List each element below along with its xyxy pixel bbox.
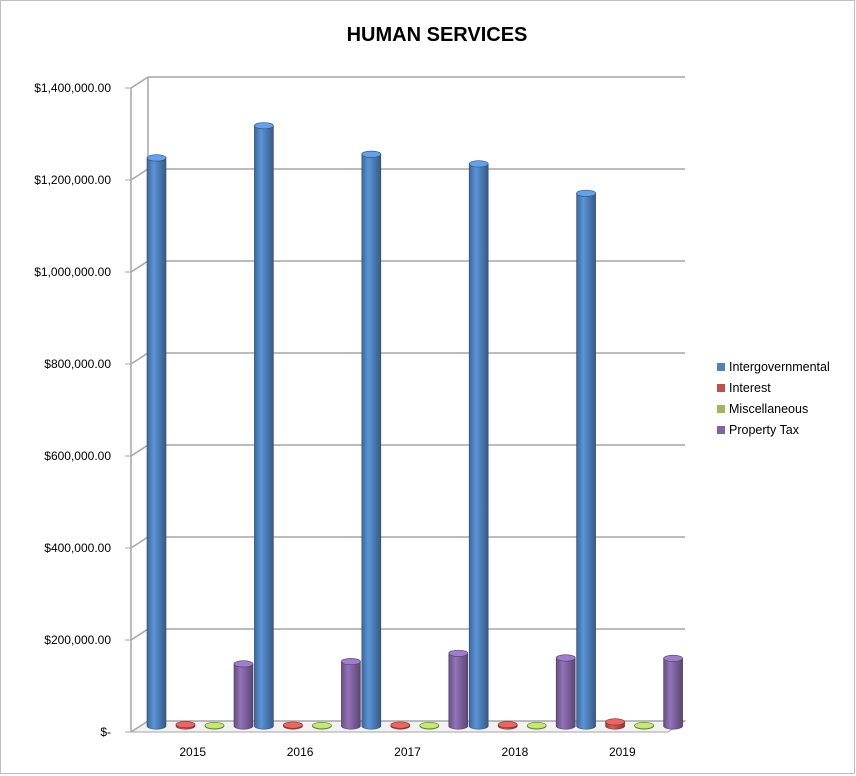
bar-intergovernmental-2019 <box>576 189 596 730</box>
legend-label: Intergovernmental <box>729 360 830 374</box>
gridline-side <box>130 168 149 181</box>
bar-body <box>468 163 489 730</box>
legend-label: Property Tax <box>729 423 800 437</box>
y-tick-label: $1,400,000.00 <box>34 81 111 95</box>
bar-top <box>175 721 196 729</box>
legend: Intergovernmental Interest Miscellaneous Pr… <box>717 360 830 437</box>
bar-miscellaneous-2019 <box>634 722 654 730</box>
bar-body <box>448 653 469 730</box>
gridline-side <box>130 352 149 365</box>
bar-intergovernmental-2017 <box>361 150 382 730</box>
bar-top <box>146 154 167 162</box>
x-tick-label-2016: 2016 <box>287 745 314 759</box>
legend-item-miscellaneous: Miscellaneous <box>717 402 808 416</box>
bar-top <box>312 722 332 730</box>
legend-swatch <box>717 384 725 392</box>
bar-top <box>341 658 361 666</box>
x-axis-tick-labels: 2015 2016 2017 2018 2019 <box>179 745 636 759</box>
gridline-side <box>130 720 149 733</box>
y-tick-label: $- <box>100 725 111 739</box>
bar-top <box>361 150 382 158</box>
bar-intergovernmental-2015 <box>146 154 167 730</box>
bar-top <box>468 160 489 168</box>
bar-top <box>555 654 576 662</box>
bar-top <box>497 721 518 729</box>
bar-top <box>526 722 547 730</box>
bar-property-tax-2015 <box>233 660 254 730</box>
bar-property-tax-2017 <box>448 649 469 730</box>
x-tick-label-2019: 2019 <box>609 745 636 759</box>
bar-top <box>390 721 411 729</box>
bar-interest-2017 <box>390 721 411 730</box>
bar-top <box>448 649 469 657</box>
bar-body <box>341 661 361 730</box>
bar-top <box>283 721 303 729</box>
bar-top <box>204 722 225 730</box>
bar-intergovernmental-2016 <box>254 122 274 730</box>
y-tick-label: $1,200,000.00 <box>34 173 111 187</box>
bar-top <box>634 722 654 730</box>
x-tick-label-2018: 2018 <box>502 745 529 759</box>
bar-interest-2016 <box>283 721 303 730</box>
legend-item-interest: Interest <box>717 381 771 395</box>
gridline-side <box>130 536 149 549</box>
bar-top <box>663 654 683 662</box>
y-axis-tick-labels: $- $200,000.00 $400,000.00 $600,000.00 $800,… <box>34 81 111 739</box>
legend-label: Miscellaneous <box>729 402 808 416</box>
y-tick-label: $600,000.00 <box>44 449 111 463</box>
x-tick-label-2015: 2015 <box>179 745 206 759</box>
bar-interest-2019 <box>605 718 625 730</box>
bars <box>146 122 683 730</box>
bar-property-tax-2016 <box>341 658 361 730</box>
legend-label: Interest <box>729 381 771 395</box>
bar-interest-2018 <box>497 721 518 730</box>
gridline-side <box>130 628 149 641</box>
y-tick-label: $200,000.00 <box>44 633 111 647</box>
y-tick-label: $800,000.00 <box>44 357 111 371</box>
bar-body <box>254 125 274 730</box>
bar-body <box>233 663 254 730</box>
bar-miscellaneous-2016 <box>312 722 332 730</box>
gridline-side <box>130 260 149 273</box>
gridlines <box>125 76 687 733</box>
chart-title: HUMAN SERVICES <box>347 24 528 46</box>
bar-property-tax-2018 <box>555 654 576 730</box>
bar-body <box>146 157 167 730</box>
y-tick-label: $400,000.00 <box>44 541 111 555</box>
legend-swatch <box>717 405 725 413</box>
legend-item-intergovernmental: Intergovernmental <box>717 360 830 374</box>
gridline-side <box>130 444 149 457</box>
bar-top <box>576 189 596 197</box>
legend-swatch <box>717 363 725 371</box>
gridline-side <box>130 76 149 89</box>
legend-item-property-tax: Property Tax <box>717 423 800 437</box>
bar-body <box>576 193 596 730</box>
bar-body <box>361 153 382 730</box>
bar-intergovernmental-2018 <box>468 160 489 730</box>
legend-swatch <box>717 426 725 434</box>
bar-property-tax-2019 <box>663 654 683 730</box>
bar-top <box>419 722 440 730</box>
bar-miscellaneous-2015 <box>204 722 225 730</box>
x-tick-label-2017: 2017 <box>394 745 421 759</box>
bar-body <box>555 657 576 730</box>
bar-miscellaneous-2018 <box>526 722 547 730</box>
bar-top <box>605 718 625 726</box>
bar-miscellaneous-2017 <box>419 722 440 730</box>
bar-body <box>663 658 683 730</box>
bar-top <box>254 122 274 130</box>
y-tick-label: $1,000,000.00 <box>34 265 111 279</box>
bar-interest-2015 <box>175 721 196 730</box>
bar-top <box>233 660 254 668</box>
